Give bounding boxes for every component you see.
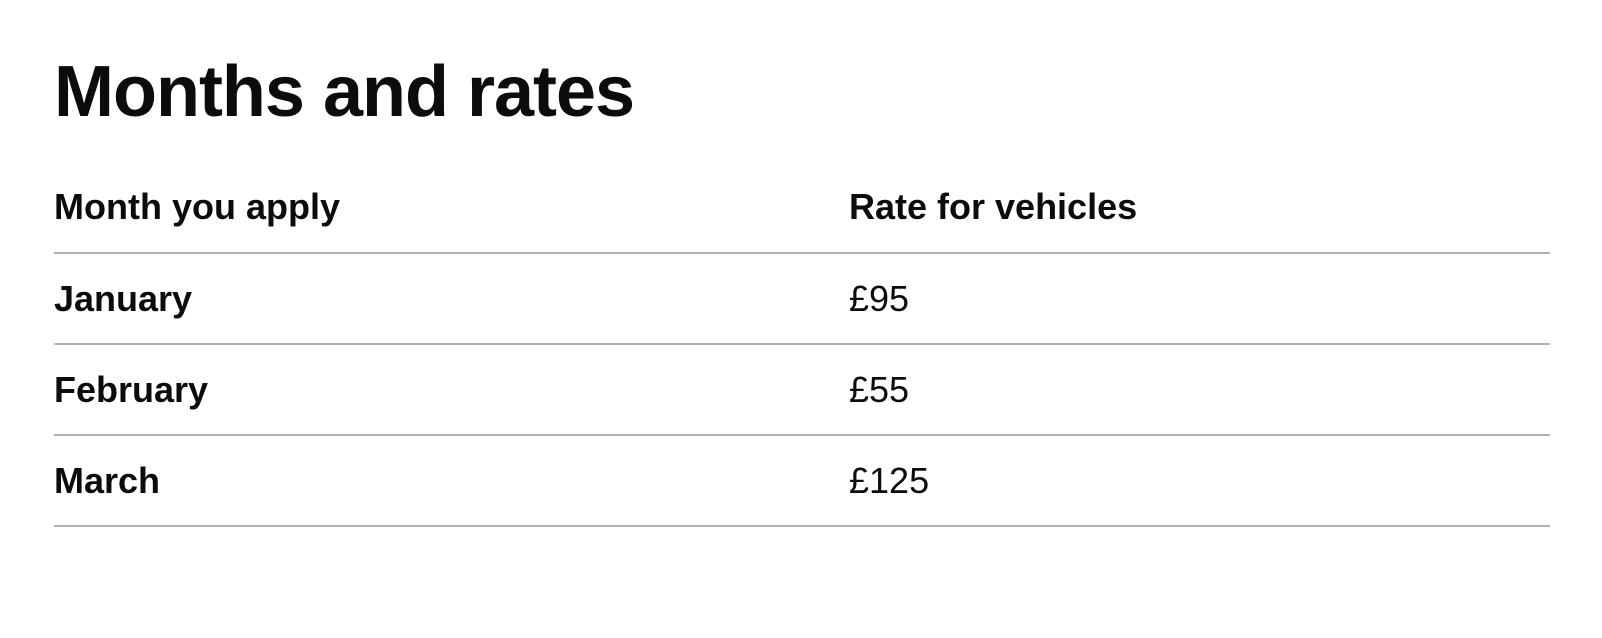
rates-table: Month you apply Rate for vehicles Januar… [54, 162, 1550, 527]
row-rate: £55 [849, 368, 910, 410]
row-rate: £95 [849, 277, 910, 319]
row-rate: £125 [849, 459, 930, 501]
table-header-row: Month you apply Rate for vehicles [54, 162, 1550, 254]
table-caption: Months and rates [54, 52, 635, 132]
row-month: February [54, 368, 209, 410]
table-row: February £55 [54, 345, 1550, 436]
table-row: March £125 [54, 436, 1550, 527]
row-month: January [54, 277, 193, 319]
header-month: Month you apply [54, 186, 340, 227]
header-rate: Rate for vehicles [849, 186, 1138, 227]
table-row: January £95 [54, 254, 1550, 345]
row-month: March [54, 459, 161, 501]
